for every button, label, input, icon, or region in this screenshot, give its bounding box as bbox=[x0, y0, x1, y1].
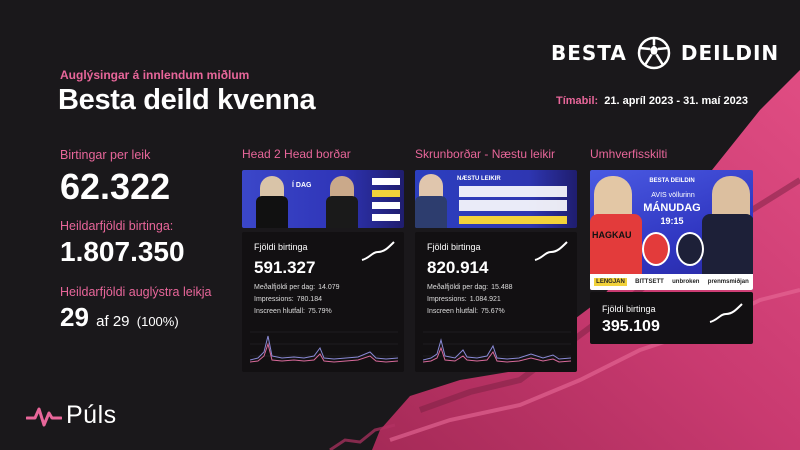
impressions-sparkline bbox=[423, 331, 571, 363]
row-value: 75.67% bbox=[480, 308, 505, 315]
logo-word-besta: BESTA bbox=[551, 41, 627, 65]
umh-time: 19:15 bbox=[660, 216, 684, 226]
umh-sign-thumbnail: HAGKAU BESTA DEILDIN AVIS völlurinn MÁNU… bbox=[590, 170, 753, 290]
row-label: Impressions: bbox=[427, 296, 467, 303]
skrun-tag: NÆSTU LEIKIR bbox=[457, 176, 501, 182]
trend-up-icon bbox=[709, 303, 743, 323]
puls-logo: Púls bbox=[26, 401, 117, 430]
sponsor-strip bbox=[459, 216, 567, 224]
shirt-sponsor: HAGKAU bbox=[592, 230, 632, 240]
row-label: Inscreen hlutfall: bbox=[254, 308, 305, 315]
games-percent: (100%) bbox=[136, 314, 179, 329]
h2h-banner-thumbnail: Í DAG bbox=[242, 170, 404, 228]
per-game-label: Birtingar per leik bbox=[60, 148, 151, 162]
umh-stats-card: Fjöldi birtinga 395.109 bbox=[590, 292, 753, 344]
total-value: 1.807.350 bbox=[60, 236, 185, 267]
player-shirt bbox=[256, 196, 288, 228]
h2h-title: Head 2 Head borðar bbox=[242, 147, 351, 161]
total-label: Heildarfjöldi birtinga: bbox=[60, 219, 174, 233]
card-label: Fjöldi birtinga bbox=[254, 242, 308, 252]
fixture-row bbox=[459, 200, 567, 211]
umh-venue: AVIS völlurinn bbox=[651, 192, 695, 199]
logo-word-deildin: DEILDIN bbox=[680, 41, 780, 65]
besta-deildin-logo: BESTA DEILDIN bbox=[551, 36, 779, 70]
row-label: Inscreen hlutfall: bbox=[427, 308, 478, 315]
period: Tímabil: 21. apríl 2023 - 31. maí 2023 bbox=[556, 95, 748, 107]
skrun-banner-thumbnail: NÆSTU LEIKIR bbox=[415, 170, 577, 228]
row-value: 75.79% bbox=[307, 308, 332, 315]
per-game-value: 62.322 bbox=[60, 166, 171, 207]
h2h-stats-card: Fjöldi birtinga 591.327 Meðalfjöldi per … bbox=[242, 232, 404, 372]
team-crest bbox=[676, 232, 704, 266]
star-ball-icon bbox=[637, 36, 671, 70]
row-label: Meðalfjöldi per dag: bbox=[254, 284, 316, 291]
sponsor-logo bbox=[372, 214, 400, 221]
games-summary: 29 af 29 (100%) bbox=[60, 302, 179, 333]
row-label: Meðalfjöldi per dag: bbox=[427, 284, 489, 291]
period-value: 21. apríl 2023 - 31. maí 2023 bbox=[604, 95, 748, 107]
games-label: Heildarfjöldi auglýstra leikja bbox=[60, 285, 212, 299]
umh-brand: BESTA DEILDIN bbox=[649, 178, 695, 184]
card-value: 395.109 bbox=[602, 318, 660, 335]
sponsor-prentsmidjan: prenmsmiðjan bbox=[707, 279, 749, 285]
sponsor-bittsett: BITTSETT bbox=[635, 279, 664, 285]
umh-title: Umhverfisskilti bbox=[590, 147, 668, 161]
games-of: af 29 bbox=[96, 313, 130, 330]
sponsor-lengjan: LENGJAN bbox=[594, 278, 627, 286]
umh-day: MÁNUDAG bbox=[643, 202, 701, 214]
skrun-stats-card: Fjöldi birtinga 820.914 Meðalfjöldi per … bbox=[415, 232, 577, 372]
skrun-title: Skrunborðar - Næstu leikir bbox=[415, 147, 556, 161]
card-label: Fjöldi birtinga bbox=[602, 304, 656, 314]
sponsor-logo bbox=[372, 202, 400, 209]
trend-up-icon bbox=[361, 241, 395, 261]
sponsor-bar: LENGJAN BITTSETT unbroken prenmsmiðjan bbox=[590, 274, 753, 290]
row-value: 780.184 bbox=[296, 296, 322, 303]
puls-word: Púls bbox=[66, 401, 117, 429]
page-title: Besta deild kvenna bbox=[58, 84, 316, 116]
sponsor-unbroken: unbroken bbox=[672, 279, 700, 285]
card-row: Impressions: 780.184 bbox=[254, 296, 322, 303]
player-shirt bbox=[326, 196, 358, 228]
card-row: Meðalfjöldi per dag: 15.488 bbox=[427, 284, 513, 291]
row-value: 15.488 bbox=[491, 284, 513, 291]
period-label: Tímabil: bbox=[556, 95, 599, 107]
player-shirt bbox=[415, 196, 447, 228]
pulse-line-icon bbox=[26, 407, 62, 426]
card-value: 820.914 bbox=[427, 258, 489, 277]
games-count: 29 bbox=[60, 302, 89, 332]
sponsor-logo bbox=[372, 178, 400, 185]
h2h-tag: Í DAG bbox=[292, 182, 312, 189]
card-value: 591.327 bbox=[254, 258, 316, 277]
row-label: Impressions: bbox=[254, 296, 294, 303]
row-value: 14.079 bbox=[318, 284, 340, 291]
card-row: Impressions: 1.084.921 bbox=[427, 296, 501, 303]
fixture-row bbox=[459, 186, 567, 197]
card-row: Inscreen hlutfall: 75.79% bbox=[254, 308, 332, 315]
card-row: Meðalfjöldi per dag: 14.079 bbox=[254, 284, 340, 291]
sponsor-logo bbox=[372, 190, 400, 197]
card-row: Inscreen hlutfall: 75.67% bbox=[427, 308, 505, 315]
page-subtitle: Auglýsingar á innlendum miðlum bbox=[60, 68, 250, 82]
trend-up-icon bbox=[534, 241, 568, 261]
row-value: 1.084.921 bbox=[469, 296, 501, 303]
impressions-sparkline bbox=[250, 331, 398, 363]
team-crest bbox=[642, 232, 670, 266]
card-label: Fjöldi birtinga bbox=[427, 242, 481, 252]
